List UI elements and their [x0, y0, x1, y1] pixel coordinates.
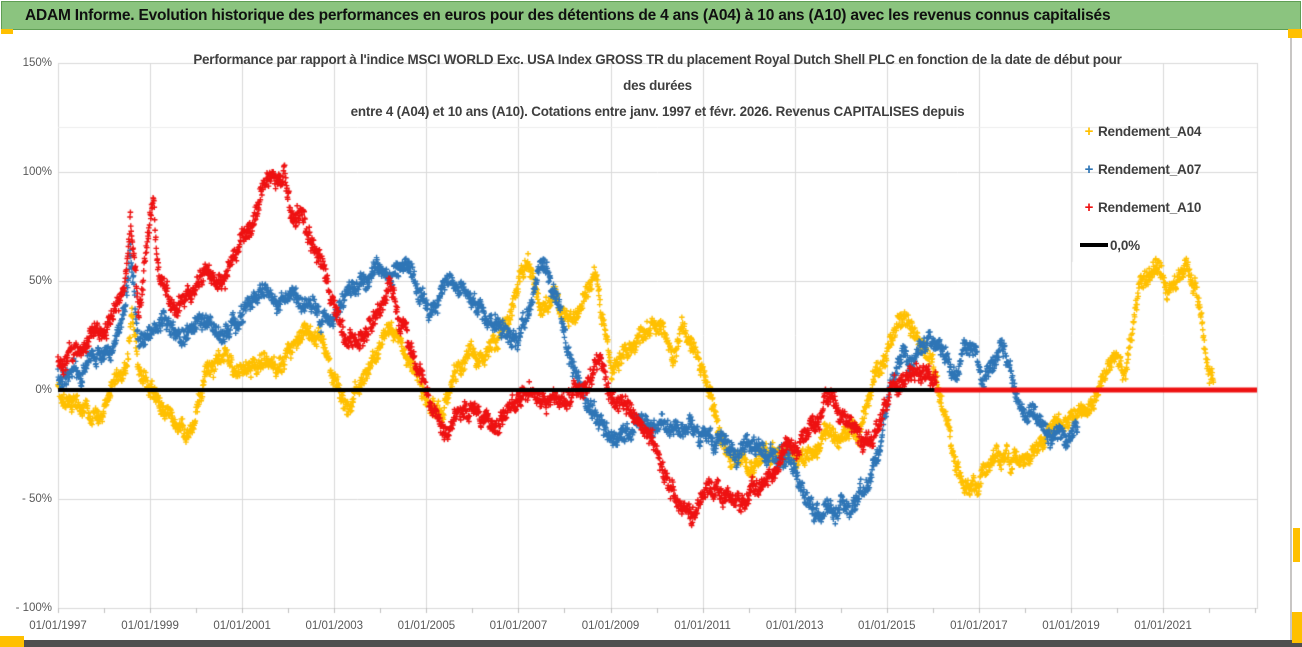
chart-legend: + Rendement_A04 + Rendement_A07 + Rendement_A…: [1080, 112, 1270, 264]
y-axis-label: 100%: [22, 166, 52, 178]
legend-label: 0,0%: [1110, 237, 1140, 253]
y-axis-label: 150%: [22, 57, 52, 69]
x-axis-label: 01/01/2021: [1134, 620, 1192, 632]
legend-label: Rendement_A07: [1098, 161, 1202, 177]
chart-title: Performance par rapport à l'indice MSCI …: [58, 47, 1257, 125]
selection-handle-top-left: [1, 29, 13, 34]
plus-marker-icon: +: [1084, 160, 1094, 178]
y-axis-label: - 50%: [21, 493, 52, 505]
zero-line-icon: [1080, 243, 1108, 247]
x-axis-label: 01/01/2001: [213, 620, 271, 632]
x-axis-label: 01/01/2019: [1042, 620, 1100, 632]
scrollbar-thumb[interactable]: [1293, 528, 1300, 562]
legend-entry-zero-line[interactable]: 0,0%: [1080, 226, 1270, 264]
y-axis-label: 0%: [35, 384, 52, 396]
legend-label: Rendement_A04: [1098, 123, 1202, 139]
legend-entry-rendement_a04[interactable]: + Rendement_A04: [1080, 112, 1270, 150]
x-axis-label: 01/01/2005: [397, 620, 456, 632]
x-axis-label: 01/01/2003: [305, 620, 364, 632]
y-axis-label: 50%: [28, 275, 52, 287]
plus-marker-icon: +: [1084, 198, 1094, 216]
bottom-bar: [24, 640, 1302, 647]
chart-title-line-2: des durées: [623, 78, 692, 93]
selection-handle-top-right: [1288, 29, 1302, 38]
chart-title-line-3: entre 4 (A04) et 10 ans (A10). Cotations…: [350, 104, 965, 119]
x-axis-label: 01/01/1999: [121, 620, 179, 632]
selection-handle-bottom-right: [1292, 612, 1302, 643]
legend-label: Rendement_A10: [1098, 199, 1202, 215]
x-axis-label: 01/01/2009: [581, 620, 640, 632]
x-axis-label: 01/01/2017: [950, 620, 1008, 632]
legend-entry-rendement_a07[interactable]: + Rendement_A07: [1080, 150, 1270, 188]
selection-handle-bottom-left: [0, 636, 24, 647]
x-axis-label: 01/01/2007: [489, 620, 548, 632]
chart-title-line-1: Performance par rapport à l'indice MSCI …: [193, 52, 1122, 67]
window-right-border: [1290, 33, 1292, 640]
x-axis-label: 01/01/2013: [765, 620, 824, 632]
plus-marker-icon: +: [1084, 122, 1094, 140]
x-axis-label: 01/01/2015: [858, 620, 916, 632]
legend-entry-rendement_a10[interactable]: + Rendement_A10: [1080, 188, 1270, 226]
y-axis-label: - 100%: [15, 602, 52, 614]
x-axis-label: 01/01/2011: [674, 620, 731, 632]
x-axis-label: 01/01/1997: [29, 620, 87, 632]
